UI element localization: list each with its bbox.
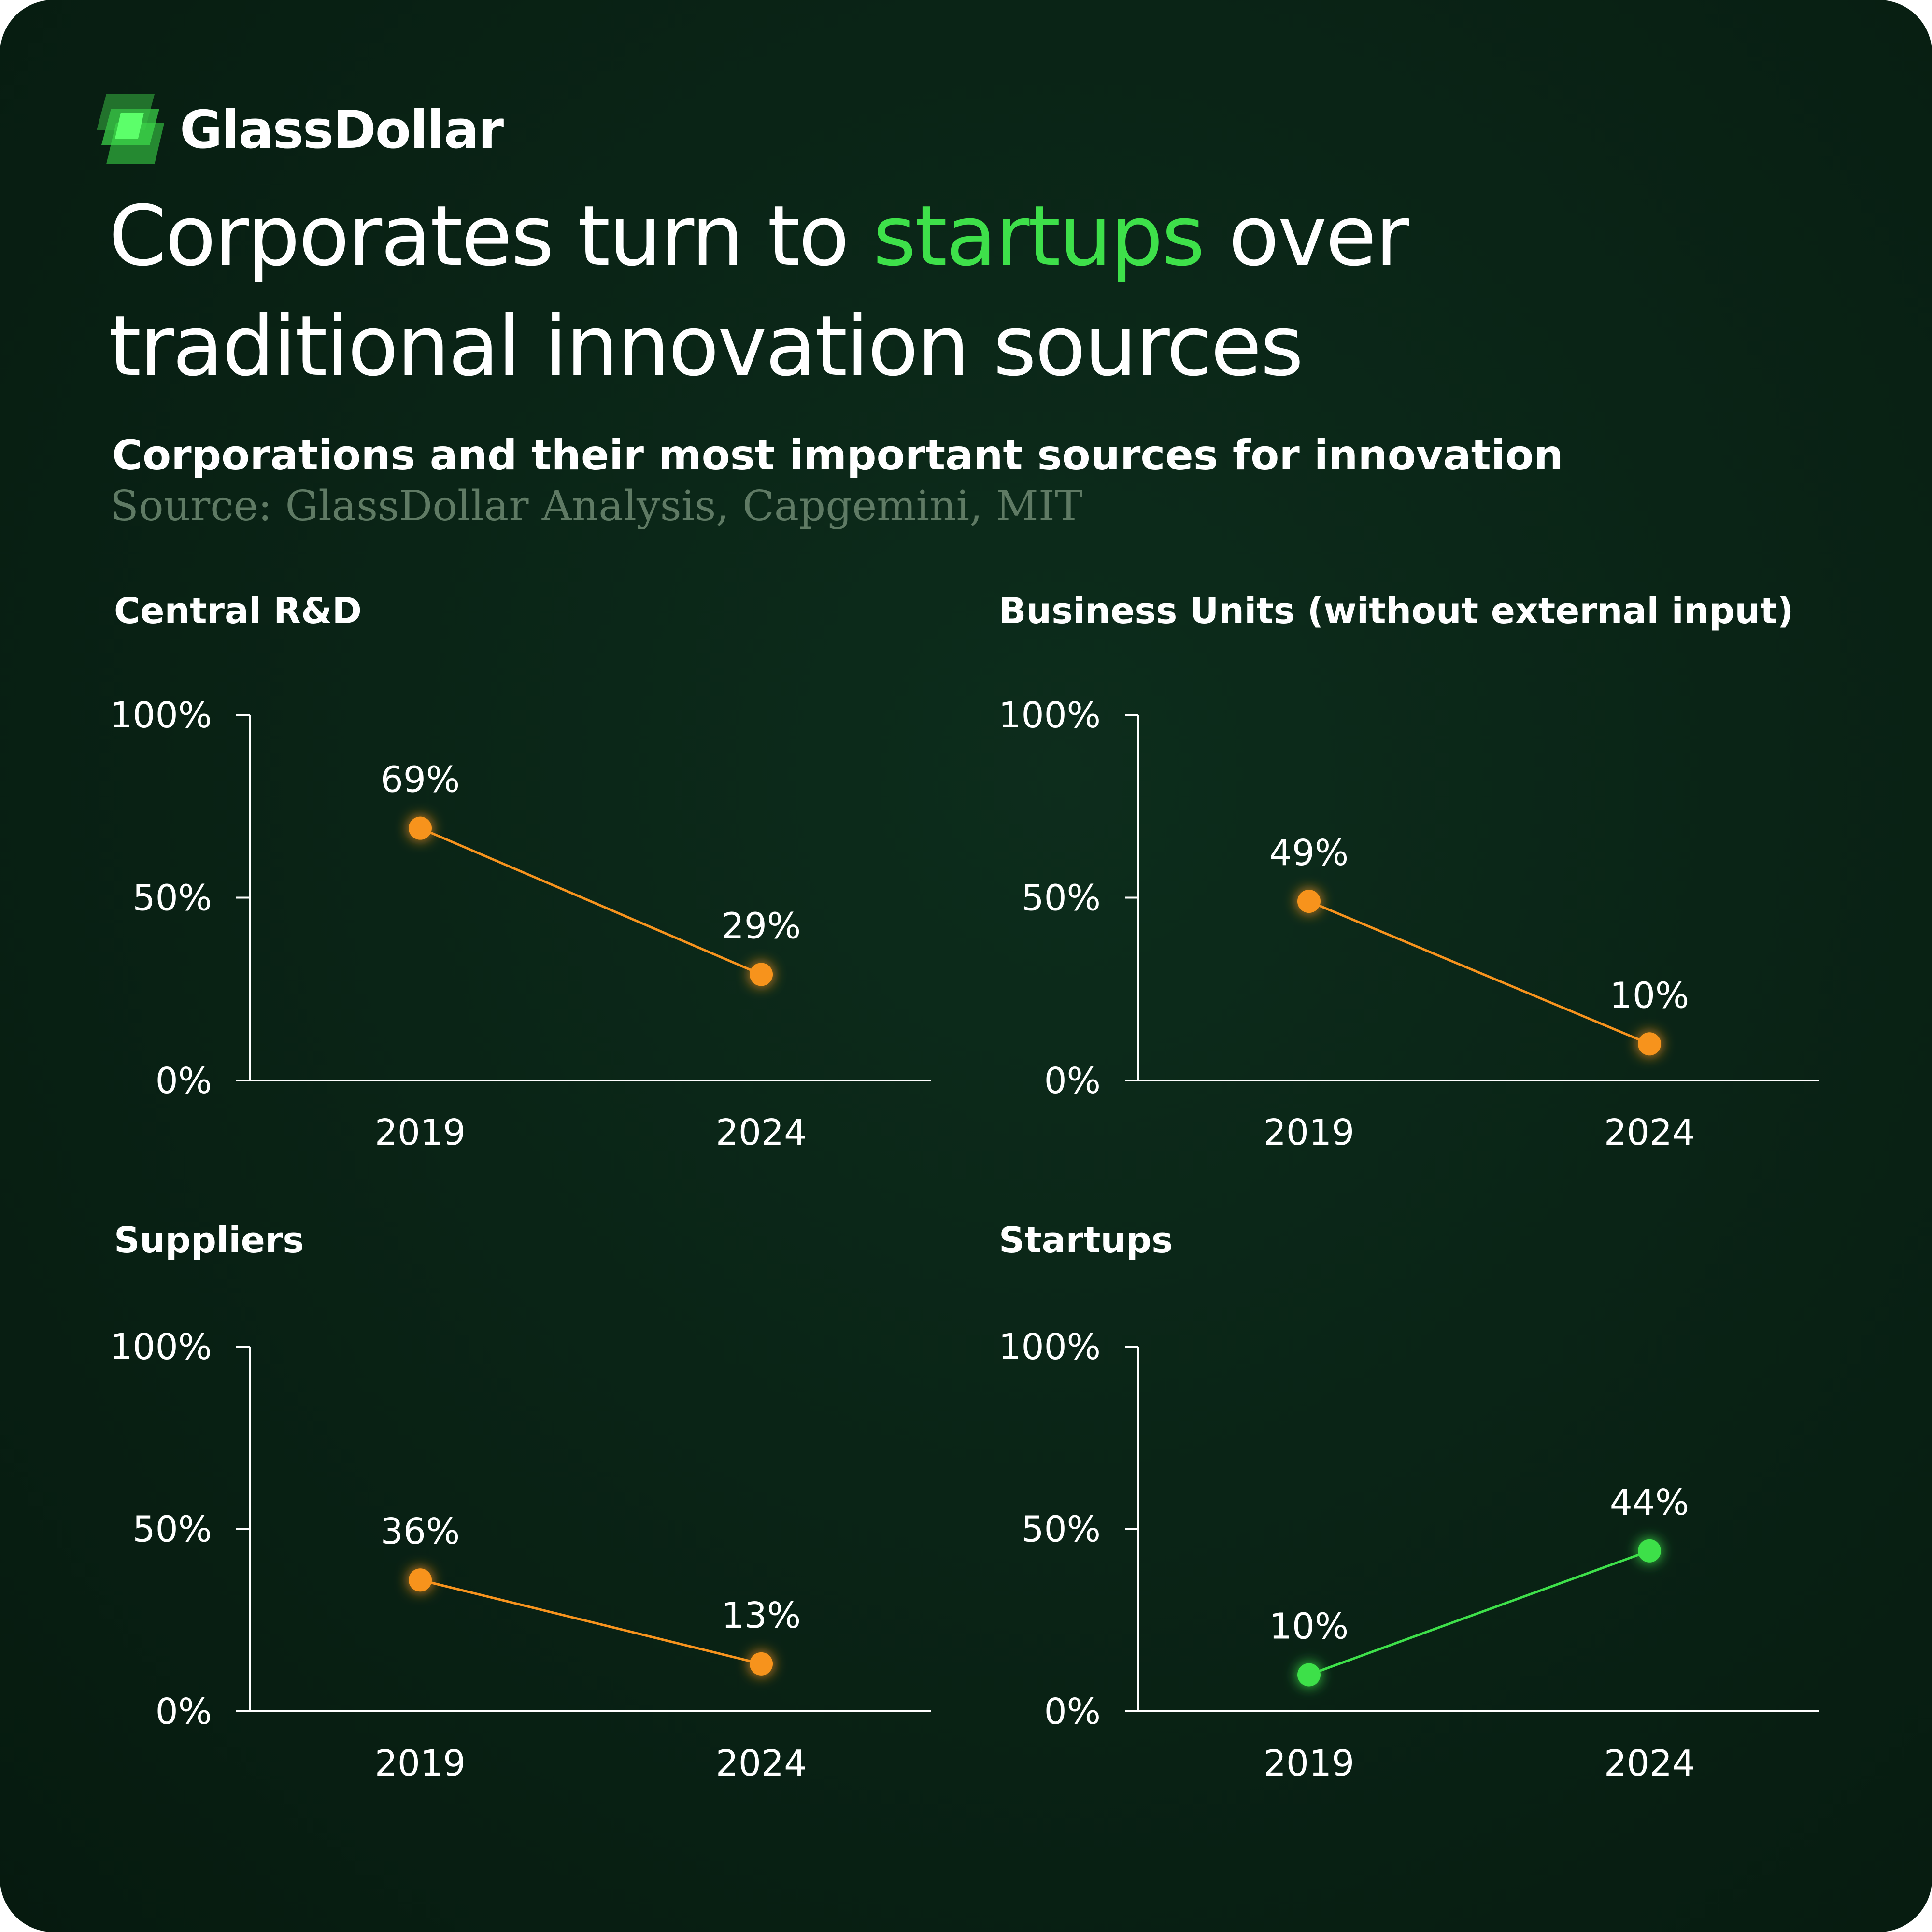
headline-part-2: over	[1203, 187, 1409, 284]
headline-line-2: traditional innovation sources	[109, 298, 1304, 395]
chart-4-y-tick-label: 0%	[1044, 1691, 1101, 1733]
chart-1-data-label: 69%	[381, 759, 460, 801]
chart-2-data-point	[1297, 890, 1321, 913]
chart-1-series-line	[420, 827, 762, 976]
chart-3-y-tick-label: 0%	[156, 1691, 212, 1733]
chart-4-series-line	[1308, 1549, 1650, 1676]
chart-4-y-tick-label: 100%	[998, 1326, 1101, 1368]
chart-3-x-tick-label: 2024	[716, 1743, 807, 1784]
headline: Corporates turn to startups over traditi…	[109, 181, 1896, 401]
chart-1-data-label: 29%	[722, 905, 801, 947]
chart-1-data-point	[409, 816, 432, 840]
chart-2-y-tick-label: 50%	[1022, 878, 1101, 919]
brand-name: GlassDollar	[180, 100, 504, 160]
chart-2-y-tick-label: 0%	[1044, 1060, 1101, 1102]
chart-source: Source: GlassDollar Analysis, Capgemini,…	[110, 482, 1083, 530]
glassdollar-logo-icon	[97, 94, 164, 164]
chart-2-data-point	[1638, 1032, 1661, 1056]
panel-title-central-rnd: Central R&D	[114, 590, 362, 632]
chart-1-y-tick-label: 50%	[133, 878, 212, 919]
headline-highlight: startups	[873, 187, 1205, 284]
chart-4-data-label: 44%	[1610, 1482, 1689, 1523]
chart-3-series-line	[420, 1578, 762, 1665]
chart-3-y-tick-label: 50%	[133, 1509, 212, 1550]
chart-3-data-label: 13%	[722, 1595, 801, 1636]
panel-title-business-units: Business Units (without external input)	[999, 590, 1794, 632]
chart-3-data-point	[750, 1652, 773, 1676]
chart-2-y-tick-label: 100%	[998, 695, 1101, 736]
chart-3-y-tick-label: 100%	[110, 1326, 212, 1368]
chart-1-x-tick-label: 2024	[716, 1112, 807, 1153]
chart-subtitle: Corporations and their most important so…	[112, 431, 1563, 480]
chart-4-data-point	[1297, 1663, 1321, 1687]
chart-3-data-point	[409, 1568, 432, 1592]
chart-1-y-tick-label: 0%	[156, 1060, 212, 1102]
chart-2-data-label: 49%	[1269, 832, 1349, 874]
headline-line-1: Corporates turn to startups over	[109, 181, 1896, 291]
chart-1-y-tick-label: 100%	[110, 695, 212, 736]
chart-4-x-tick-label: 2024	[1604, 1743, 1695, 1784]
chart-2-x-tick-label: 2019	[1264, 1112, 1354, 1153]
headline-part-1: Corporates turn to	[109, 187, 873, 284]
chart-4-y-tick-label: 50%	[1022, 1509, 1101, 1550]
chart-3-data-label: 36%	[381, 1511, 460, 1552]
panel-title-suppliers: Suppliers	[114, 1220, 304, 1261]
chart-4-data-point	[1638, 1539, 1661, 1563]
chart-3-x-tick-label: 2019	[375, 1743, 466, 1784]
chart-1-x-tick-label: 2019	[375, 1112, 466, 1153]
chart-1-data-point	[750, 963, 773, 986]
chart-2-x-tick-label: 2024	[1604, 1112, 1695, 1153]
panel-title-startups: Startups	[999, 1220, 1173, 1261]
chart-2-data-label: 10%	[1610, 975, 1689, 1016]
chart-2-series-line	[1308, 900, 1650, 1045]
chart-4-data-label: 10%	[1269, 1606, 1349, 1648]
chart-4-x-tick-label: 2019	[1264, 1743, 1354, 1784]
